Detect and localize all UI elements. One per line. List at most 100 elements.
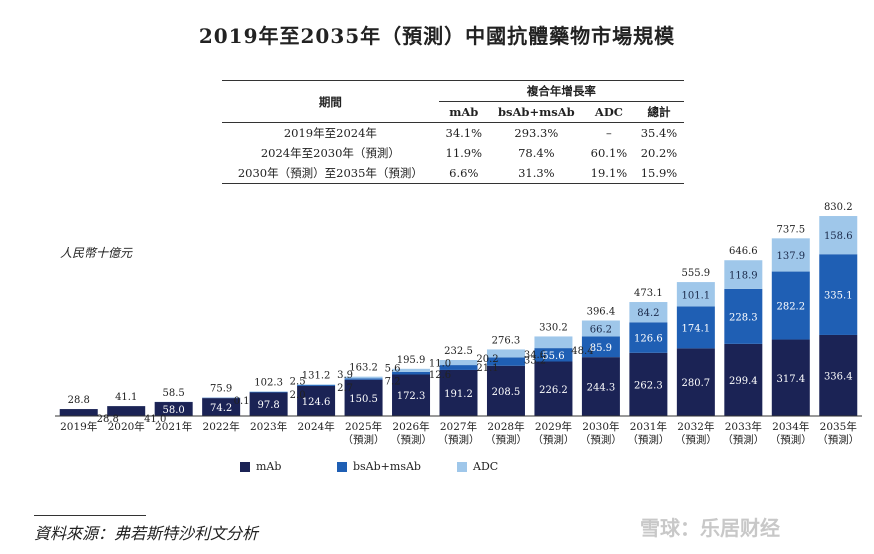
x-tick-label: 2034年 — [772, 420, 809, 433]
bar-segment-adc — [771, 238, 810, 272]
bar-segment-bsabmsab — [629, 322, 668, 353]
bar-segment-mab — [771, 339, 810, 416]
data-label: 11.0 — [429, 358, 451, 369]
data-label: 172.3 — [397, 391, 426, 402]
value-cell: 60.1% — [590, 146, 628, 160]
bar-segment-bsabmsab — [819, 254, 858, 335]
x-tick-label: 2027年 — [440, 420, 477, 433]
period-cell: 2019年至2024年 — [283, 126, 377, 140]
bar-segment-mab — [344, 379, 383, 416]
x-tick-note: （預測） — [343, 433, 385, 446]
data-label: 3.9 — [337, 370, 353, 381]
x-tick-label: 2024年 — [297, 420, 334, 433]
legend-label-bsab: bsAb+msAb — [353, 460, 421, 473]
bar-segment-adc — [724, 260, 763, 289]
data-label: 84.2 — [637, 308, 659, 319]
bar-segment-adc — [439, 359, 478, 366]
bar-segment-bsabmsab — [581, 336, 620, 358]
data-label: 12.6 — [429, 370, 451, 381]
x-tick-note: （預測） — [722, 433, 764, 446]
total-label: 330.2 — [539, 322, 568, 333]
bar-segment-mab — [107, 406, 146, 416]
bar-segment-adc — [581, 320, 620, 337]
value-cell: 15.9% — [633, 163, 684, 184]
data-label: 228.3 — [729, 312, 758, 323]
data-label: 41.0 — [144, 414, 166, 425]
table-row: 2019年至2024年 34.1% 293.3% – 35.4% — [222, 123, 684, 144]
bar-segment-bsabmsab — [344, 378, 383, 380]
value-cell: 35.4% — [640, 126, 678, 140]
legend-label-mab: mAb — [256, 460, 282, 473]
bar-segment-mab — [154, 402, 193, 416]
data-label: 137.9 — [776, 251, 805, 262]
bar-segment-mab — [392, 374, 431, 416]
total-label: 102.3 — [254, 377, 283, 388]
cagr-header: 複合年增長率 — [438, 80, 684, 102]
bar-segment-adc — [344, 376, 383, 379]
bar-segment-bsabmsab — [486, 357, 525, 366]
x-tick-note: （預測） — [438, 433, 480, 446]
bar-segment-bsabmsab — [249, 391, 288, 393]
bar-segment-bsabmsab — [676, 306, 715, 349]
bar-segment-mab — [297, 385, 336, 416]
data-label: 126.6 — [634, 334, 663, 345]
table-row: 2024年至2030年（預測） 11.9% 78.4% 60.1% 20.2% — [222, 143, 684, 163]
data-label: 2.7 — [337, 383, 353, 394]
bar-segment-mab — [819, 334, 858, 416]
bar-segment-mab — [629, 352, 668, 416]
x-tick-label: 2030年 — [582, 420, 619, 433]
column-header-bsab: bsAb+msAb — [488, 101, 584, 123]
data-label: 34.6 — [524, 350, 546, 361]
total-label: 131.2 — [302, 370, 331, 381]
data-label: 20.2 — [476, 354, 498, 365]
data-label: 21.1 — [476, 363, 498, 374]
cagr-table: 期間 複合年增長率 mAb bsAb+msAb ADC 總計 2019年至202… — [222, 80, 684, 184]
total-label: 28.8 — [68, 395, 90, 406]
bar-segment-mab — [676, 348, 715, 416]
x-tick-label: 2033年 — [725, 420, 762, 433]
data-label: 299.4 — [729, 376, 758, 387]
data-label: 282.2 — [776, 302, 805, 313]
data-label: 85.9 — [590, 343, 612, 354]
data-label: 158.6 — [824, 231, 853, 242]
bar-segment-adc — [297, 384, 336, 386]
data-label: 244.3 — [587, 383, 616, 394]
period-header: 期間 — [222, 80, 439, 123]
data-label: 317.4 — [776, 374, 805, 385]
data-label: 335.1 — [824, 291, 853, 302]
period-cell: 2030年（預測）至2035年（預測） — [222, 163, 439, 184]
x-tick-label: 2026年 — [392, 420, 429, 433]
total-label: 195.9 — [397, 355, 426, 366]
value-cell: 78.4% — [518, 146, 555, 160]
x-tick-label: 2021年 — [155, 420, 192, 433]
data-label: 28.8 — [97, 414, 119, 425]
bar-segment-adc — [392, 368, 431, 372]
data-label: 336.4 — [824, 371, 853, 382]
data-label: 2.5 — [290, 376, 306, 387]
value-cell: 19.1% — [583, 163, 634, 184]
total-label: 276.3 — [492, 335, 521, 346]
column-header-mab: mAb — [438, 101, 489, 123]
table-row: 2030年（預測）至2035年（預測） 6.6% 31.3% 19.1% 15.… — [222, 163, 684, 184]
data-label: 124.6 — [302, 397, 331, 408]
source-note: 資料來源：弗若斯特沙利文分析 — [34, 524, 259, 543]
data-label: 33.2 — [524, 355, 546, 366]
x-tick-note: （預測） — [580, 433, 622, 446]
x-tick-label: 2032年 — [677, 420, 714, 433]
data-label: 66.2 — [590, 324, 612, 335]
bar-segment-bsabmsab — [439, 365, 478, 370]
x-tick-note: （預測） — [485, 433, 527, 446]
value-cell: 34.1% — [445, 126, 483, 140]
period-cell: 2024年至2030年（預測） — [260, 146, 400, 160]
data-label: 7.2 — [385, 376, 401, 387]
data-label: 58.0 — [163, 405, 185, 416]
total-label: 555.9 — [682, 268, 711, 279]
data-label: 74.2 — [210, 403, 232, 414]
legend-swatch-bsab — [337, 461, 347, 472]
bar-segment-bsabmsab — [392, 371, 431, 375]
legend-item-bsab: bsAb+msAb — [337, 460, 421, 473]
column-header-adc: ADC — [583, 101, 634, 123]
total-label: 163.2 — [349, 363, 378, 374]
bar-segment-bsabmsab — [771, 271, 810, 340]
